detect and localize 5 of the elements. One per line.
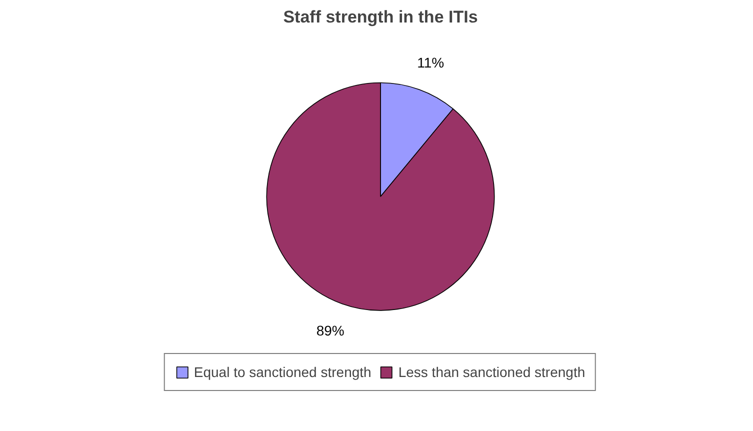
data-label: 11% (417, 54, 444, 71)
legend-label: Equal to sanctioned strength (194, 364, 372, 380)
legend-label: Less than sanctioned strength (398, 364, 586, 380)
data-label: 89% (316, 322, 344, 338)
chart-title: Staff strength in the ITIs (283, 8, 478, 26)
